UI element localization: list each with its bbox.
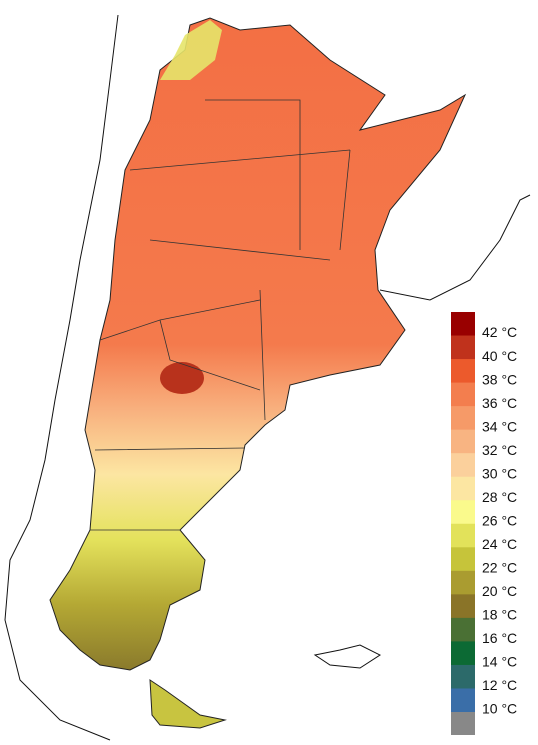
- legend-label: 40 °C: [482, 348, 517, 364]
- legend-swatch: [451, 382, 475, 407]
- legend-label: 28 °C: [482, 489, 517, 505]
- legend-swatch: [451, 523, 475, 548]
- legend-label: 18 °C: [482, 607, 517, 623]
- legend-label: 34 °C: [482, 418, 517, 434]
- legend-swatch: [451, 359, 475, 384]
- legend-label: 16 °C: [482, 630, 517, 646]
- legend-swatch: [451, 406, 475, 431]
- legend-label: 32 °C: [482, 442, 517, 458]
- coastline: [379, 194, 531, 301]
- legend-swatch: [451, 594, 475, 619]
- country-shape: [49, 17, 467, 671]
- islands: [313, 644, 382, 669]
- legend-swatch: [451, 453, 475, 478]
- legend-label: 20 °C: [482, 583, 517, 599]
- legend-swatch: [451, 547, 475, 572]
- legend: 42 °C 40 °C 38 °C 36 °C 34 °C 32 °C 30 °C 28 °C…: [451, 312, 517, 717]
- hot-spot: [160, 362, 204, 394]
- legend-swatch: [451, 335, 475, 360]
- legend-label: 22 °C: [482, 560, 517, 576]
- legend-label: 36 °C: [482, 395, 517, 411]
- legend-swatch: [451, 312, 475, 337]
- legend-swatch: [451, 664, 475, 689]
- cold-zone: [160, 20, 222, 80]
- legend-swatch: [451, 429, 475, 454]
- province-border: [90, 99, 351, 531]
- legend-swatch: [451, 500, 475, 525]
- legend-label: 30 °C: [482, 465, 517, 481]
- legend-label: 38 °C: [482, 371, 517, 387]
- legend-swatch: [451, 476, 475, 501]
- legend-label: 26 °C: [482, 512, 517, 528]
- legend-swatch: [451, 617, 475, 642]
- legend-label: 12 °C: [482, 677, 517, 693]
- legend-label: 14 °C: [482, 654, 517, 670]
- legend-swatch: [451, 570, 475, 595]
- legend-label: 24 °C: [482, 536, 517, 552]
- coastline: [4, 14, 119, 741]
- legend-swatch: [451, 641, 475, 666]
- tierra-del-fuego: [149, 679, 227, 729]
- legend-label: 42 °C: [482, 324, 517, 340]
- legend-swatch: [451, 688, 475, 713]
- legend-swatch: [451, 712, 475, 735]
- legend-label: 10 °C: [482, 701, 517, 717]
